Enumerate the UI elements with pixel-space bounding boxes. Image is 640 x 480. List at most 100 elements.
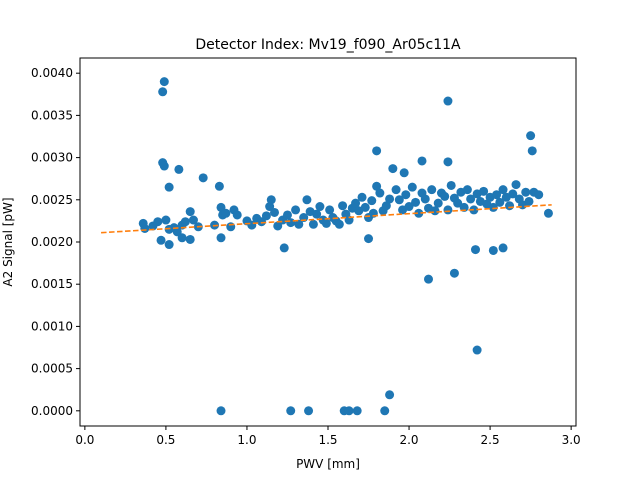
data-point: [291, 205, 301, 215]
data-point: [372, 146, 382, 156]
data-point: [188, 215, 198, 225]
data-point: [472, 345, 482, 355]
data-point: [526, 131, 536, 141]
data-points: [138, 77, 553, 416]
data-point: [495, 197, 505, 207]
data-point: [261, 211, 271, 221]
data-point: [449, 268, 459, 278]
data-point: [424, 274, 433, 284]
data-point: [172, 227, 182, 237]
data-point: [185, 207, 195, 217]
data-point: [388, 164, 398, 174]
data-point: [385, 194, 395, 204]
data-point: [312, 209, 322, 219]
x-tick-label: 2.5: [481, 433, 500, 447]
data-point: [443, 157, 453, 167]
data-point: [270, 207, 280, 217]
x-tick-label: 3.0: [562, 433, 581, 447]
data-point: [159, 77, 169, 87]
data-point: [411, 197, 421, 207]
data-point: [524, 196, 534, 206]
data-point: [286, 218, 296, 228]
data-point: [360, 202, 370, 212]
data-point: [462, 185, 472, 195]
data-point: [357, 192, 367, 202]
data-point: [417, 156, 427, 166]
x-tick-label: 0.5: [156, 433, 175, 447]
data-point: [286, 406, 296, 416]
y-tick-label: 0.0020: [31, 235, 73, 249]
data-point: [325, 205, 335, 215]
y-tick-label: 0.0030: [31, 151, 73, 165]
data-point: [479, 186, 489, 196]
data-point: [180, 217, 190, 227]
data-point: [216, 406, 226, 416]
data-point: [443, 96, 453, 106]
data-point: [488, 245, 498, 255]
data-point: [164, 182, 174, 192]
data-point: [469, 205, 479, 215]
fit-line: [101, 204, 552, 234]
data-point: [198, 173, 208, 183]
data-point: [158, 87, 168, 97]
data-point: [315, 202, 325, 212]
data-point: [352, 406, 362, 416]
data-point: [498, 185, 508, 195]
data-point: [351, 198, 361, 208]
data-point: [471, 245, 480, 255]
data-point: [140, 224, 150, 233]
data-point: [505, 201, 515, 211]
x-tick-label: 0.0: [75, 433, 94, 447]
data-point: [446, 180, 456, 190]
x-tick-label: 1.0: [237, 433, 256, 447]
data-point: [399, 168, 409, 178]
fit-line-group: [101, 204, 552, 234]
data-point: [527, 146, 537, 156]
data-point: [153, 217, 163, 227]
data-point: [381, 201, 391, 211]
y-tick-label: 0.0000: [31, 404, 73, 418]
data-point: [521, 187, 531, 197]
data-point: [414, 208, 424, 218]
data-point: [214, 181, 224, 191]
data-point: [430, 206, 440, 216]
y-tick-label: 0.0025: [31, 193, 73, 207]
data-point: [391, 185, 401, 195]
x-tick-label: 1.5: [318, 433, 337, 447]
data-point: [364, 234, 374, 244]
data-point: [511, 180, 521, 190]
data-point: [375, 188, 385, 198]
data-point: [226, 222, 236, 232]
data-point: [159, 161, 169, 171]
data-point: [534, 190, 544, 200]
x-axis-ticks: 0.0 0.5 1.0 1.5 2.0 2.5 3.0: [75, 426, 581, 447]
data-point: [453, 198, 463, 208]
data-point: [232, 210, 242, 220]
data-point: [401, 190, 411, 200]
data-point: [294, 219, 304, 229]
data-point: [433, 198, 443, 208]
data-point: [404, 202, 414, 212]
data-point: [221, 208, 231, 218]
x-axis-label: PWV [mm]: [296, 457, 360, 471]
data-point: [407, 182, 417, 192]
y-tick-label: 0.0035: [31, 108, 73, 122]
data-point: [257, 217, 267, 227]
data-point: [164, 240, 174, 250]
data-point: [174, 164, 184, 174]
data-point: [156, 235, 166, 245]
data-point: [308, 219, 318, 229]
data-point: [443, 205, 453, 215]
data-point: [344, 406, 354, 416]
data-point: [279, 243, 289, 253]
data-point: [302, 195, 312, 205]
data-point: [394, 195, 404, 205]
x-tick-label: 2.0: [399, 433, 418, 447]
data-point: [321, 218, 331, 228]
data-point: [543, 208, 553, 218]
data-point: [440, 191, 450, 201]
y-tick-label: 0.0005: [31, 362, 73, 376]
y-axis-label: A2 Signal [pW]: [1, 197, 15, 286]
data-point: [161, 215, 171, 225]
data-point: [177, 233, 187, 243]
